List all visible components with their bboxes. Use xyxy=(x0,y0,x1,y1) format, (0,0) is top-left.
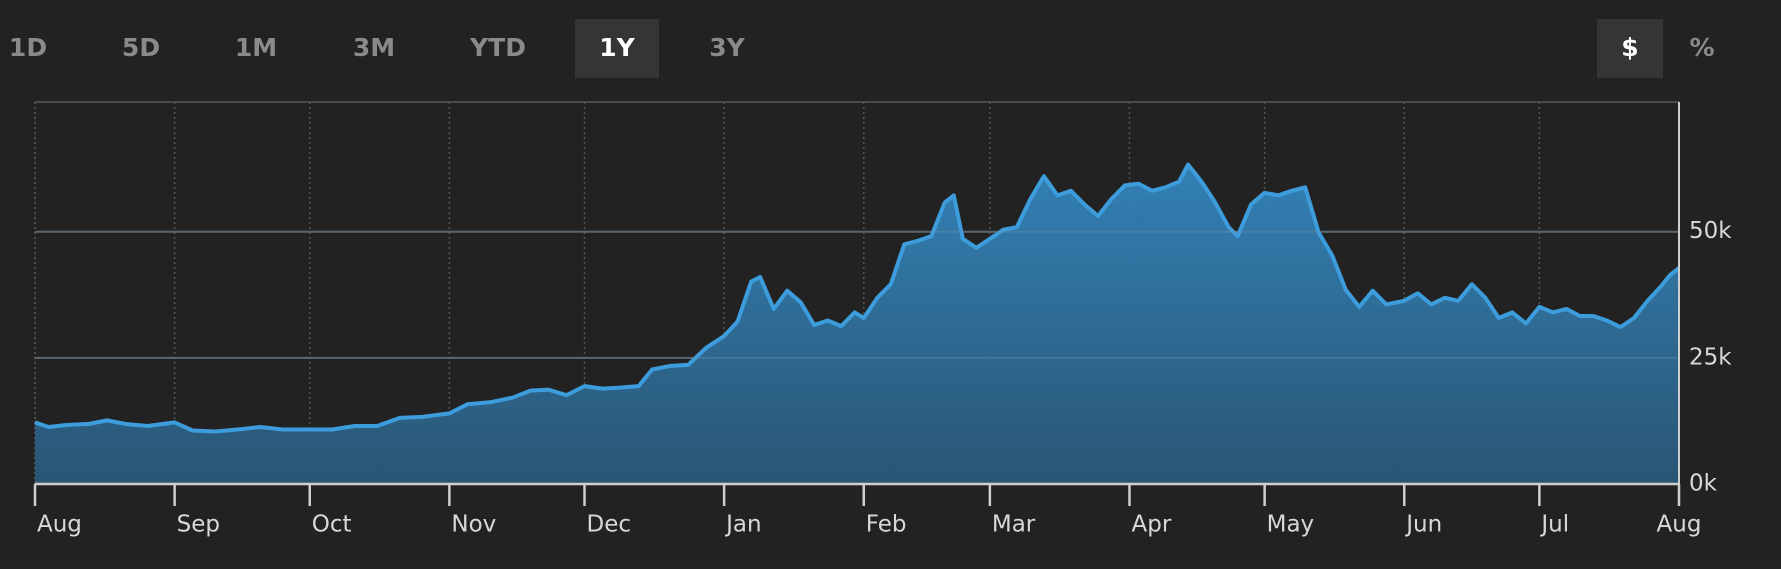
x-tick-label: Nov xyxy=(451,512,496,538)
x-tick-label: Aug xyxy=(37,512,82,538)
plot-area: 0k 25k 50k Aug Sep Oct Nov Dec Jan Feb Mar Apr May Ju… xyxy=(33,101,1732,538)
range-button[interactable]: 1M xyxy=(235,33,277,62)
x-tick-label: Apr xyxy=(1131,512,1171,538)
x-tick-label: Dec xyxy=(587,512,632,538)
range-button[interactable]: 3M xyxy=(353,33,395,62)
y-tick-label: 50k xyxy=(1689,218,1732,244)
x-tick-label: Jun xyxy=(1404,512,1442,538)
price-area xyxy=(35,164,1679,484)
unit-button[interactable]: % xyxy=(1689,33,1714,62)
x-tick-label: Jul xyxy=(1539,512,1569,538)
x-tick-label: Mar xyxy=(992,512,1036,538)
unit-button[interactable]: $ xyxy=(1621,33,1638,62)
x-tick-label: Oct xyxy=(312,512,352,538)
y-tick-label: 25k xyxy=(1689,344,1732,370)
controls: 1D 5D 1M 3M YTD 1Y 3Y $% xyxy=(9,19,1715,78)
y-tick-label: 0k xyxy=(1689,471,1718,497)
range-button[interactable]: 1D xyxy=(9,33,47,62)
x-tick-label: May xyxy=(1267,512,1315,538)
x-tick-label: Jan xyxy=(724,512,761,538)
range-button[interactable]: 3Y xyxy=(709,33,745,62)
range-button[interactable]: 5D xyxy=(122,33,160,62)
range-button[interactable]: 1Y xyxy=(599,33,635,62)
price-line xyxy=(34,162,1681,434)
x-tick-label: Sep xyxy=(177,512,220,538)
selected-unit-bg xyxy=(1597,19,1663,78)
x-tick-label: Aug xyxy=(1657,512,1702,538)
range-button[interactable]: YTD xyxy=(469,33,526,62)
x-tick-label: Feb xyxy=(866,512,907,538)
selected-range-bg xyxy=(575,19,659,78)
